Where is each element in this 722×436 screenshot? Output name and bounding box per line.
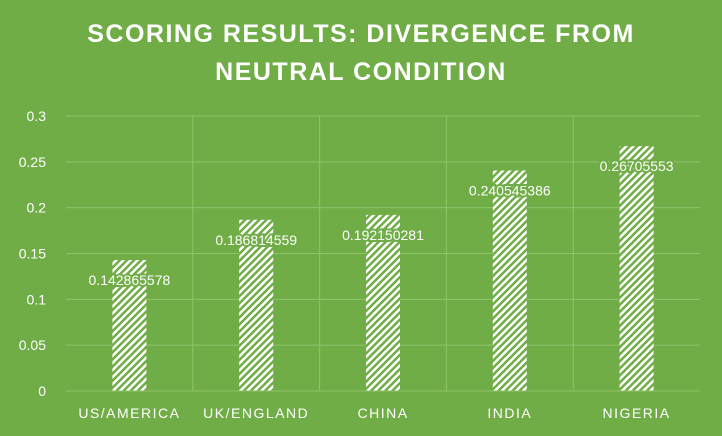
bar-uk-england <box>239 219 274 391</box>
data-label: 0.186814559 <box>215 232 297 248</box>
data-label: 0.142865578 <box>89 272 171 288</box>
y-tick-label: 0.1 <box>27 291 47 307</box>
y-tick-label: 0.25 <box>19 154 46 170</box>
data-label: 0.26705553 <box>600 158 674 174</box>
y-tick-label: 0.15 <box>19 246 46 262</box>
category-label: US/AMERICA <box>78 405 180 421</box>
y-tick-label: 0.3 <box>27 108 47 124</box>
category-label: INDIA <box>487 405 532 421</box>
y-tick-label: 0.2 <box>27 200 47 216</box>
bar-india <box>492 170 527 391</box>
category-label: NIGERIA <box>603 405 671 421</box>
chart-title-line-2: NEUTRAL CONDITION <box>215 58 507 86</box>
y-tick-label: 0.05 <box>19 337 46 353</box>
y-tick-label: 0 <box>38 383 46 399</box>
data-label: 0.192150281 <box>342 227 424 243</box>
chart-title-line-1: SCORING RESULTS: DIVERGENCE FROM <box>87 20 635 48</box>
category-label: CHINA <box>357 405 408 421</box>
bar-us-america <box>112 260 147 391</box>
bar-nigeria <box>619 146 654 391</box>
bar-china <box>366 214 400 391</box>
data-label: 0.240545386 <box>469 183 551 199</box>
category-label: UK/ENGLAND <box>203 405 309 421</box>
